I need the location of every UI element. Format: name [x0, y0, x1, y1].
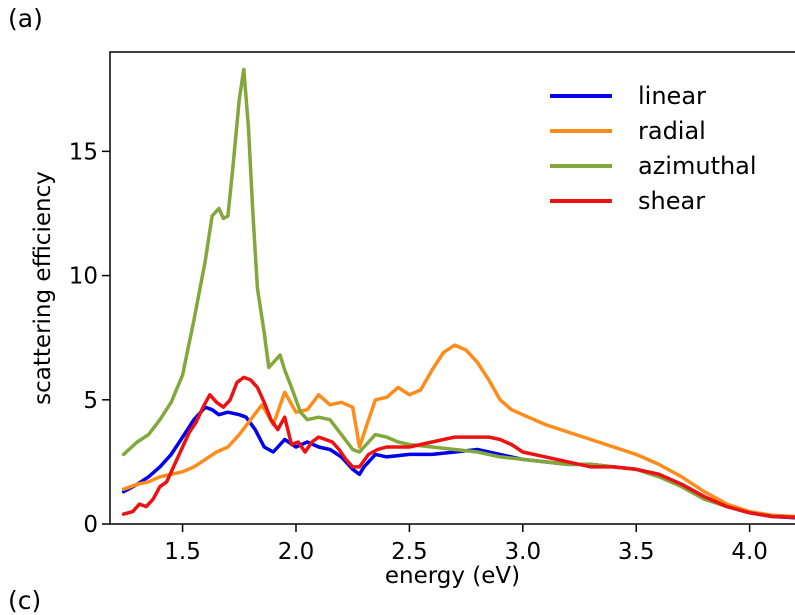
legend-label-shear: shear [638, 187, 705, 215]
plot-frame [109, 51, 795, 525]
x-tick-label: 1.5 [164, 539, 201, 565]
legend-label-linear: linear [638, 82, 706, 110]
x-tick-label: 2.5 [391, 539, 428, 565]
x-tick-label: 3.5 [618, 539, 655, 565]
line-chart: 1.5 2.0 2.5 3.0 3.5 4.0 0 5 10 15 energy (eV) sc… [30, 51, 795, 589]
legend-label-azimuthal: azimuthal [638, 152, 757, 180]
series-line-linear [121, 405, 795, 520]
y-axis-label: scattering efficiency [30, 171, 56, 405]
y-axis: 0 5 10 15 [69, 139, 110, 538]
y-tick-label: 5 [83, 388, 98, 414]
y-tick-label: 15 [69, 139, 98, 165]
series-line-radial [121, 343, 795, 519]
x-axis: 1.5 2.0 2.5 3.0 3.5 4.0 [164, 524, 768, 565]
x-tick-label: 4.0 [731, 539, 768, 565]
next-panel-label: (c) [8, 586, 42, 615]
legend-label-radial: radial [638, 117, 706, 145]
x-tick-label: 3.0 [505, 539, 542, 565]
panel-label: (a) [8, 4, 43, 33]
legend: linear radial azimuthal shear [550, 82, 757, 215]
y-tick-label: 10 [69, 264, 98, 290]
x-axis-label: energy (eV) [385, 563, 520, 589]
series-layer [121, 67, 795, 520]
x-tick-label: 2.0 [278, 539, 315, 565]
series-line-shear [121, 375, 795, 520]
y-tick-label: 0 [83, 512, 98, 538]
